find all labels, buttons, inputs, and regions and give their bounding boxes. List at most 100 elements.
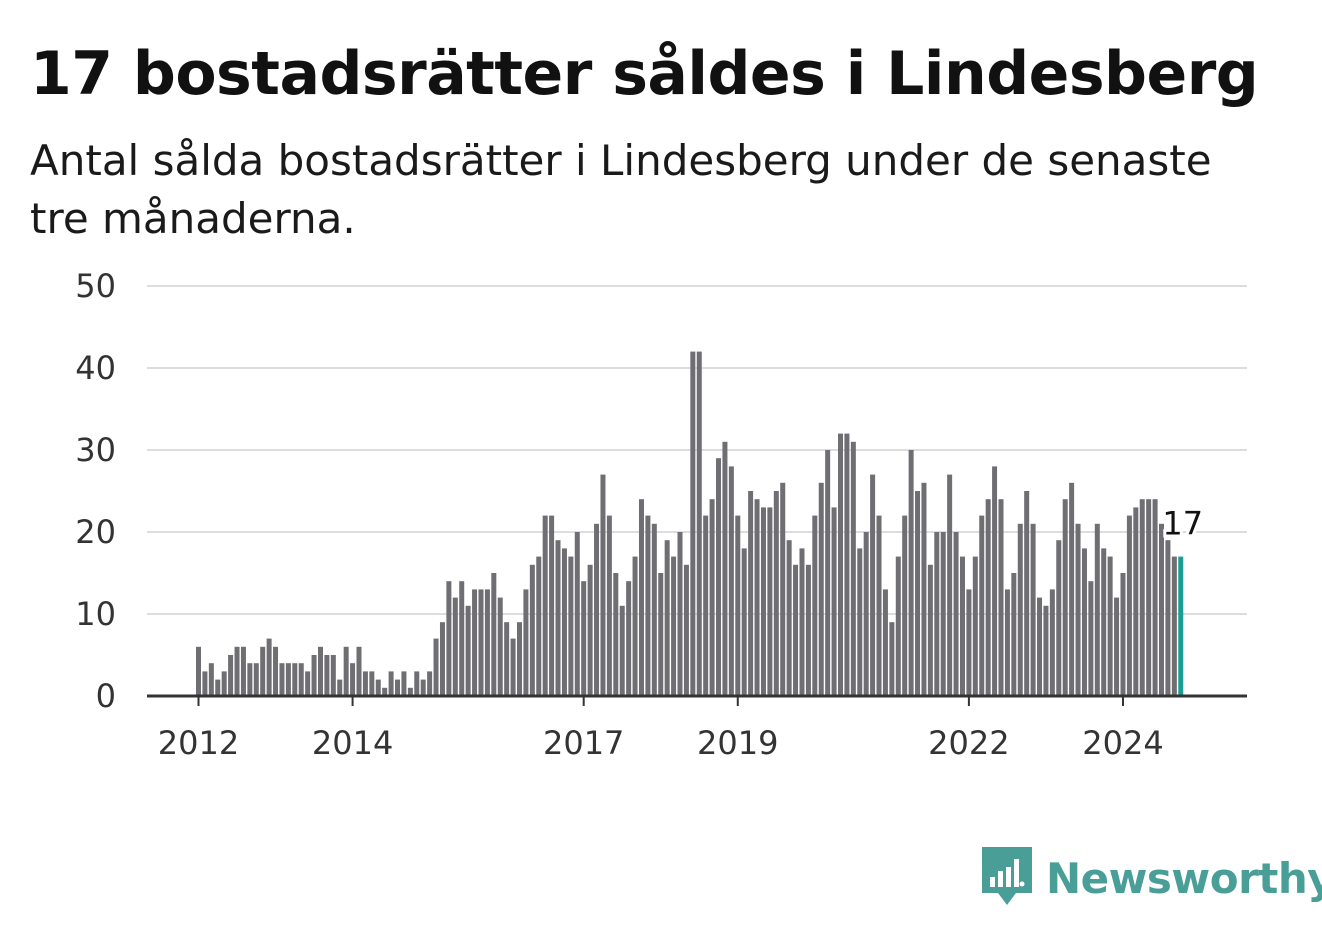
bar <box>979 515 985 696</box>
bar <box>703 515 709 696</box>
bar <box>1120 573 1126 696</box>
bar <box>696 351 702 696</box>
bar <box>215 679 221 696</box>
bar <box>940 532 946 696</box>
bar <box>407 687 413 696</box>
bar <box>966 589 972 696</box>
bar <box>324 655 330 696</box>
bar <box>927 564 933 696</box>
bar <box>1004 589 1010 696</box>
bar <box>921 482 927 696</box>
bar <box>1011 573 1017 696</box>
bar <box>1133 507 1139 696</box>
x-tick-label: 2017 <box>543 724 624 762</box>
bar <box>311 655 317 696</box>
bar <box>741 548 747 696</box>
bar <box>491 573 497 696</box>
bar <box>292 663 298 696</box>
bar <box>587 564 593 696</box>
bar <box>555 540 561 696</box>
bar <box>536 556 542 696</box>
y-tick-label: 40 <box>75 349 116 387</box>
bar <box>465 605 471 696</box>
bar <box>895 556 901 696</box>
bar <box>876 515 882 696</box>
bar <box>433 638 439 696</box>
y-tick-label: 50 <box>75 267 116 305</box>
bar <box>626 581 632 696</box>
bar <box>1081 548 1087 696</box>
bar <box>568 556 574 696</box>
newsworthy-logo-icon <box>982 847 1032 905</box>
chart-title: 17 bostadsrätter såldes i Lindesberg <box>30 39 1259 109</box>
y-tick-label: 30 <box>75 431 116 469</box>
bar <box>1139 499 1145 696</box>
bar-chart: 0 10 20 30 40 50 2012 2014 2017 2019 2022 2024 17 <box>75 267 1247 762</box>
bar <box>497 597 503 696</box>
bar <box>863 532 869 696</box>
x-tick-label: 2024 <box>1082 724 1163 762</box>
bar <box>882 589 888 696</box>
bar <box>793 564 799 696</box>
bar <box>510 638 516 696</box>
bar <box>844 433 850 696</box>
bar <box>517 622 522 696</box>
bar <box>735 515 741 696</box>
bar <box>908 450 914 696</box>
bar <box>1075 523 1081 696</box>
bar <box>786 540 792 696</box>
bar <box>1126 515 1132 696</box>
bar <box>196 646 201 696</box>
bar <box>549 515 555 696</box>
bar <box>992 466 998 696</box>
bar <box>523 589 529 696</box>
bar <box>305 671 311 696</box>
bar <box>934 532 940 696</box>
bar <box>484 589 490 696</box>
bar <box>728 466 734 696</box>
y-tick-label: 20 <box>75 513 116 551</box>
bar <box>221 671 227 696</box>
bar <box>439 622 445 696</box>
y-tick-label: 0 <box>96 677 116 715</box>
bar <box>452 597 458 696</box>
bar <box>1030 523 1036 696</box>
bar <box>1088 581 1094 696</box>
bar <box>850 441 856 696</box>
bar <box>208 663 214 696</box>
bar <box>459 581 465 696</box>
bar <box>395 679 401 696</box>
bar <box>273 646 279 696</box>
bar <box>683 564 689 696</box>
bar <box>998 499 1004 696</box>
bar <box>838 433 843 696</box>
bar <box>240 646 246 696</box>
bar <box>594 523 600 696</box>
bar <box>613 573 619 696</box>
bar <box>754 499 760 696</box>
bar <box>247 663 253 696</box>
bar <box>1165 540 1171 696</box>
bar <box>619 605 625 696</box>
bar <box>606 515 612 696</box>
bar <box>651 523 657 696</box>
bar <box>716 458 722 696</box>
bar <box>799 548 805 696</box>
bar <box>1069 482 1075 696</box>
bar <box>1017 523 1023 696</box>
highlight-value-label: 17 <box>1162 505 1203 543</box>
bar <box>427 671 433 696</box>
bar <box>1094 523 1100 696</box>
bar <box>362 671 368 696</box>
bar <box>260 646 266 696</box>
bar <box>915 491 921 696</box>
bar <box>671 556 677 696</box>
bar <box>600 474 606 696</box>
bar <box>504 622 510 696</box>
bar <box>889 622 895 696</box>
x-tick-label: 2014 <box>312 724 393 762</box>
bar <box>773 491 779 696</box>
bar <box>414 671 420 696</box>
bar <box>677 532 683 696</box>
bar <box>529 564 535 696</box>
